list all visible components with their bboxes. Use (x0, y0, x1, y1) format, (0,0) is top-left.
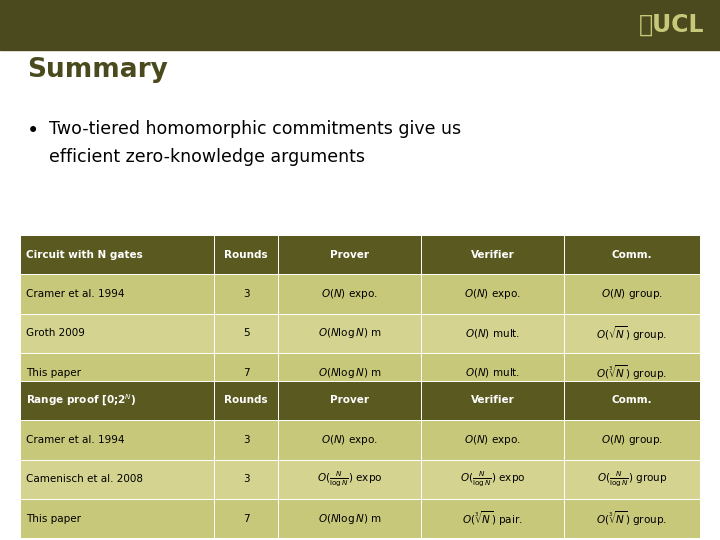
Bar (421, 235, 564, 274)
Bar (564, 314, 700, 353)
Bar (564, 420, 700, 460)
Text: $O(N)$ expo.: $O(N)$ expo. (321, 433, 378, 447)
Text: Comm.: Comm. (611, 249, 652, 260)
Text: This paper: This paper (26, 514, 81, 524)
Text: Range proof [0;2$^{N}$): Range proof [0;2$^{N}$) (26, 393, 136, 408)
Bar (564, 499, 700, 538)
Bar (214, 460, 279, 499)
Bar (214, 353, 279, 393)
Bar (214, 235, 279, 274)
Text: Prover: Prover (330, 395, 369, 406)
Text: $O(N\log N)$ m: $O(N\log N)$ m (318, 512, 382, 525)
Bar (279, 353, 421, 393)
Text: 5: 5 (243, 328, 249, 339)
Text: ⪪UCL: ⪪UCL (639, 13, 704, 37)
Bar (279, 460, 421, 499)
Bar (421, 274, 564, 314)
Text: $O(\sqrt[3]{N})$ group.: $O(\sqrt[3]{N})$ group. (596, 363, 667, 382)
Text: $O(\frac{N}{\log N})$ expo: $O(\frac{N}{\log N})$ expo (460, 470, 526, 489)
Text: $O(N\log N)$ m: $O(N\log N)$ m (318, 327, 382, 340)
Text: Groth 2009: Groth 2009 (26, 328, 85, 339)
Bar (214, 420, 279, 460)
Bar (564, 460, 700, 499)
Bar (20, 353, 214, 393)
Bar (0, 0, 720, 50)
Bar (214, 381, 279, 420)
Text: 3: 3 (243, 435, 249, 445)
Text: Circuit with N gates: Circuit with N gates (26, 249, 143, 260)
Bar (279, 235, 421, 274)
Text: This paper: This paper (26, 368, 81, 378)
Text: $O(N)$ mult.: $O(N)$ mult. (465, 327, 520, 340)
Bar (20, 381, 214, 420)
Bar (421, 381, 564, 420)
Text: •: • (27, 122, 40, 141)
Bar (421, 499, 564, 538)
Text: Rounds: Rounds (225, 395, 268, 406)
Bar (421, 314, 564, 353)
Text: efficient zero-knowledge arguments: efficient zero-knowledge arguments (49, 148, 365, 166)
Bar (564, 381, 700, 420)
Bar (564, 235, 700, 274)
Text: $O(\frac{N}{\log N})$ expo: $O(\frac{N}{\log N})$ expo (317, 470, 382, 489)
Text: Prover: Prover (330, 249, 369, 260)
Text: 7: 7 (243, 368, 249, 378)
Text: Verifier: Verifier (471, 395, 514, 406)
Bar (421, 460, 564, 499)
Text: $O(\sqrt[3]{N})$ group.: $O(\sqrt[3]{N})$ group. (596, 509, 667, 528)
Text: 3: 3 (243, 289, 249, 299)
Text: Rounds: Rounds (225, 249, 268, 260)
Bar (279, 420, 421, 460)
Text: $O(N\log N)$ m: $O(N\log N)$ m (318, 366, 382, 380)
Bar (421, 420, 564, 460)
Text: 7: 7 (243, 514, 249, 524)
Bar (20, 235, 214, 274)
Text: $O(\sqrt[3]{N})$ pair.: $O(\sqrt[3]{N})$ pair. (462, 509, 523, 528)
Bar (279, 274, 421, 314)
Bar (564, 274, 700, 314)
Text: Comm.: Comm. (611, 395, 652, 406)
Text: Cramer et al. 1994: Cramer et al. 1994 (26, 435, 125, 445)
Bar (279, 314, 421, 353)
Bar (20, 420, 214, 460)
Bar (564, 353, 700, 393)
Text: $O(N)$ expo.: $O(N)$ expo. (321, 287, 378, 301)
Text: $O(N)$ group.: $O(N)$ group. (601, 433, 663, 447)
Text: 3: 3 (243, 474, 249, 484)
Bar (214, 499, 279, 538)
Bar (214, 314, 279, 353)
Bar (421, 353, 564, 393)
Text: $O(N)$ group.: $O(N)$ group. (601, 287, 663, 301)
Text: Summary: Summary (27, 57, 168, 83)
Bar (279, 381, 421, 420)
Bar (214, 274, 279, 314)
Text: $O(\frac{N}{\log N})$ group: $O(\frac{N}{\log N})$ group (597, 470, 667, 489)
Text: $O(\sqrt{N})$ group.: $O(\sqrt{N})$ group. (596, 324, 667, 343)
Bar (20, 499, 214, 538)
Text: Camenisch et al. 2008: Camenisch et al. 2008 (26, 474, 143, 484)
Bar (279, 499, 421, 538)
Text: $O(N)$ expo.: $O(N)$ expo. (464, 433, 521, 447)
Bar (20, 460, 214, 499)
Text: Two-tiered homomorphic commitments give us: Two-tiered homomorphic commitments give … (49, 120, 461, 138)
Text: Cramer et al. 1994: Cramer et al. 1994 (26, 289, 125, 299)
Bar (20, 314, 214, 353)
Bar (20, 274, 214, 314)
Text: $O(N)$ expo.: $O(N)$ expo. (464, 287, 521, 301)
Text: Verifier: Verifier (471, 249, 514, 260)
Text: $O(N)$ mult.: $O(N)$ mult. (465, 366, 520, 380)
